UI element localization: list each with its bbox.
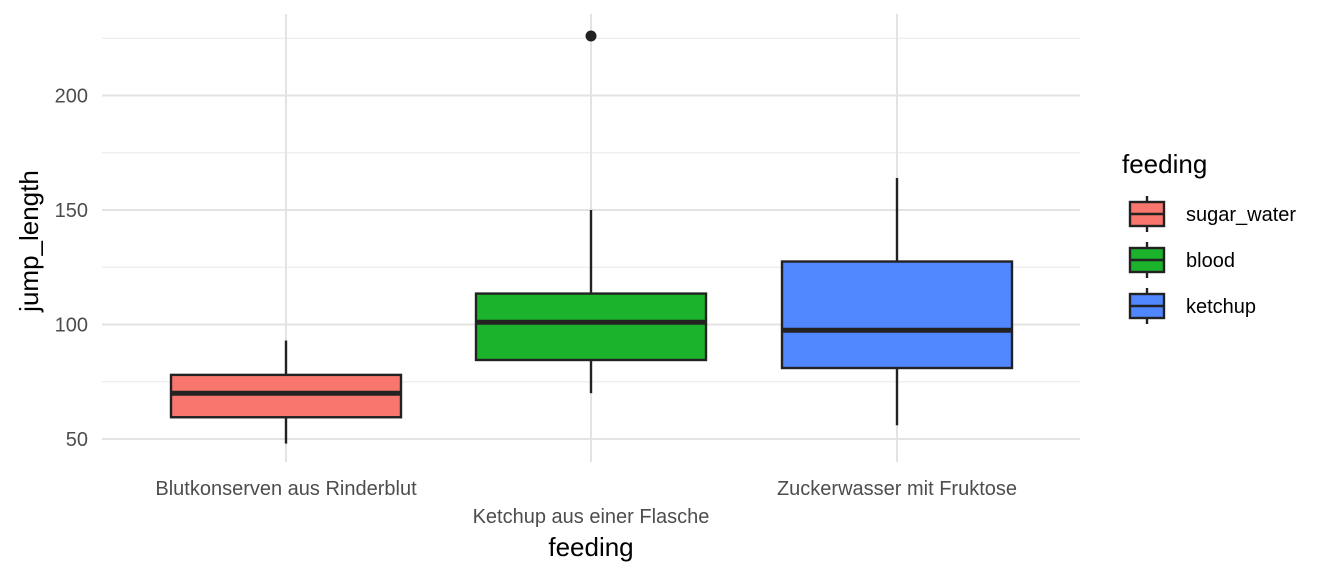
legend-title: feeding xyxy=(1122,149,1207,179)
outlier-point xyxy=(585,30,597,42)
x-axis-ticks: Blutkonserven aus Rinderblut Ketchup aus … xyxy=(155,478,1017,528)
x-tick-label: Ketchup aus einer Flasche xyxy=(473,506,710,528)
legend-item-blood: blood xyxy=(1128,242,1235,278)
boxes xyxy=(169,30,1014,444)
x-axis-title: feeding xyxy=(548,532,633,562)
legend-item-ketchup: ketchup xyxy=(1128,288,1256,324)
x-tick-label: Zuckerwasser mit Fruktose xyxy=(777,478,1017,500)
box-ketchup xyxy=(780,177,1014,426)
box-body xyxy=(169,373,403,419)
box-sugar_water xyxy=(169,340,403,444)
y-axis-title: jump_length xyxy=(14,170,44,313)
legend-item-sugar_water: sugar_water xyxy=(1128,196,1296,232)
box-body xyxy=(474,292,708,362)
legend-label: ketchup xyxy=(1186,296,1256,318)
legend-label: blood xyxy=(1186,250,1235,272)
legend-label: sugar_water xyxy=(1186,204,1296,226)
y-tick-label: 150 xyxy=(55,200,88,222)
y-tick-label: 50 xyxy=(66,429,88,451)
y-tick-label: 100 xyxy=(55,315,88,337)
box-body xyxy=(780,260,1014,370)
x-tick-label: Blutkonserven aus Rinderblut xyxy=(155,478,417,500)
y-axis-ticks: 50 100 150 200 xyxy=(55,86,88,452)
box-blood xyxy=(474,30,708,394)
y-tick-label: 200 xyxy=(55,86,88,108)
